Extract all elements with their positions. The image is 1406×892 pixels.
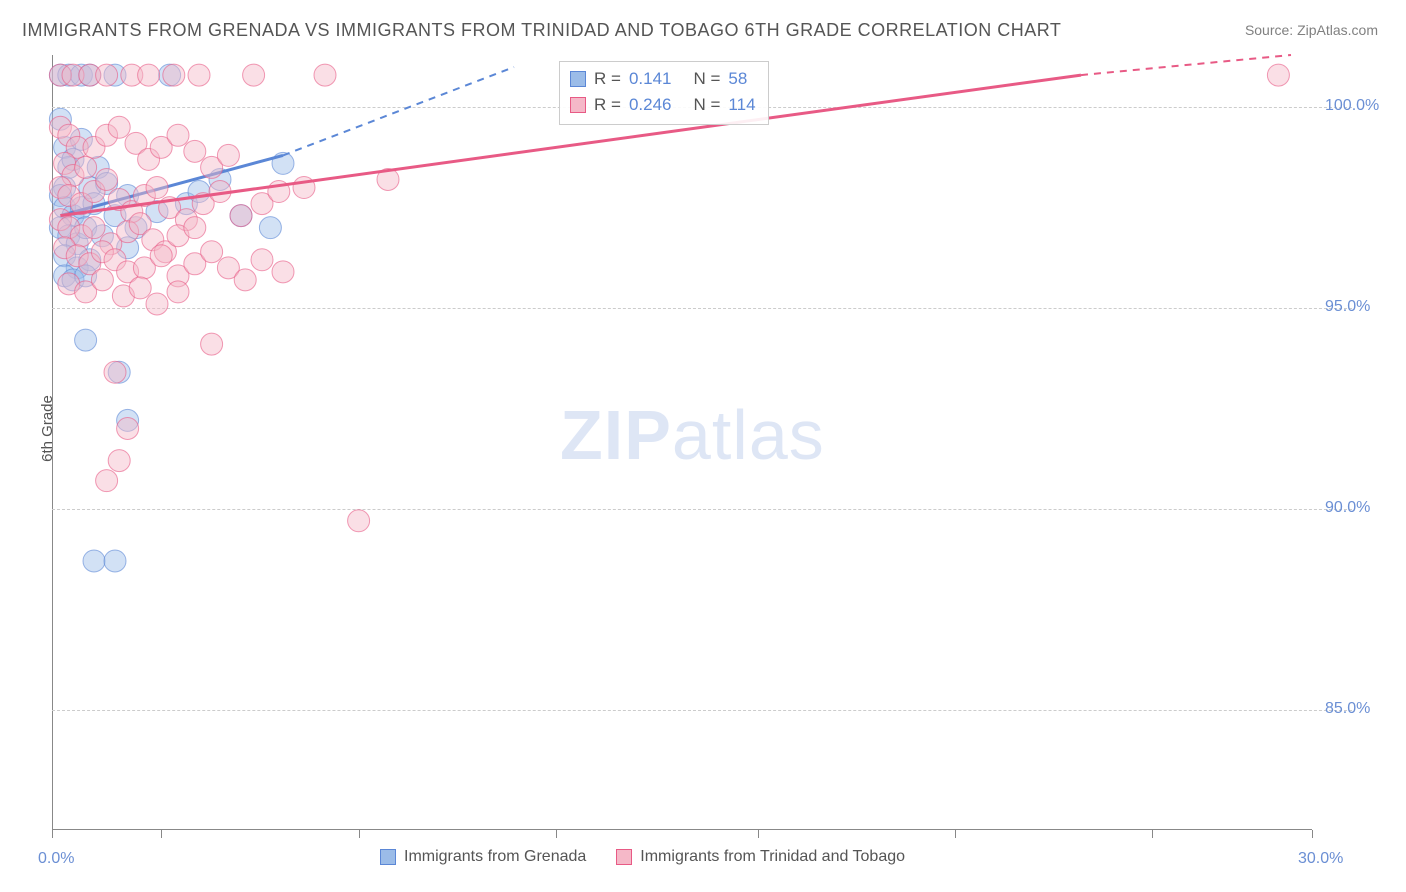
stats-legend: R = 0.141 N = 58 R = 0.246 N = 114: [559, 61, 769, 125]
scatter-point: [150, 245, 172, 267]
scatter-point: [188, 64, 210, 86]
scatter-point: [1267, 64, 1289, 86]
legend-square-icon: [570, 71, 586, 87]
y-tick-label: 90.0%: [1325, 499, 1370, 517]
scatter-point: [201, 333, 223, 355]
scatter-point: [108, 450, 130, 472]
scatter-point: [184, 140, 206, 162]
scatter-point: [83, 550, 105, 572]
scatter-point: [201, 241, 223, 263]
legend-square-icon: [570, 97, 586, 113]
scatter-point: [146, 177, 168, 199]
legend-square-icon: [380, 849, 396, 865]
source-label: Source: ZipAtlas.com: [1245, 22, 1378, 38]
scatter-point: [243, 64, 265, 86]
scatter-point: [217, 144, 239, 166]
scatter-point: [146, 293, 168, 315]
scatter-point: [104, 361, 126, 383]
scatter-point: [314, 64, 336, 86]
scatter-point: [348, 510, 370, 532]
scatter-point: [108, 116, 130, 138]
legend-label: Immigrants from Grenada: [404, 848, 586, 866]
scatter-point: [259, 217, 281, 239]
scatter-point: [138, 64, 160, 86]
scatter-point: [96, 470, 118, 492]
legend-label: Immigrants from Trinidad and Tobago: [640, 848, 905, 866]
scatter-point: [251, 249, 273, 271]
scatter-point: [96, 168, 118, 190]
trend-line-dashed: [1081, 55, 1291, 75]
y-tick-label: 85.0%: [1325, 700, 1370, 718]
scatter-point: [117, 417, 139, 439]
scatter-point: [83, 217, 105, 239]
scatter-point: [75, 156, 97, 178]
scatter-point: [91, 269, 113, 291]
scatter-point: [230, 205, 252, 227]
scatter-point: [272, 261, 294, 283]
scatter-point: [184, 217, 206, 239]
scatter-point: [104, 550, 126, 572]
scatter-point: [167, 124, 189, 146]
legend-item-trinidad: Immigrants from Trinidad and Tobago: [616, 848, 905, 866]
chart-title: IMMIGRANTS FROM GRENADA VS IMMIGRANTS FR…: [22, 20, 1061, 41]
scatter-point: [163, 64, 185, 86]
legend-square-icon: [616, 849, 632, 865]
scatter-chart: [52, 55, 1312, 830]
x-tick-label: 0.0%: [38, 850, 74, 868]
x-tick-label: 30.0%: [1298, 850, 1343, 868]
scatter-point: [234, 269, 256, 291]
scatter-point: [96, 64, 118, 86]
scatter-point: [129, 277, 151, 299]
y-tick-label: 100.0%: [1325, 97, 1379, 115]
y-tick-label: 95.0%: [1325, 298, 1370, 316]
scatter-point: [75, 329, 97, 351]
stats-row-grenada: R = 0.141 N = 58: [570, 66, 756, 92]
scatter-point: [167, 281, 189, 303]
stats-row-trinidad: R = 0.246 N = 114: [570, 92, 756, 118]
legend-item-grenada: Immigrants from Grenada: [380, 848, 586, 866]
bottom-legend: Immigrants from Grenada Immigrants from …: [380, 848, 905, 866]
